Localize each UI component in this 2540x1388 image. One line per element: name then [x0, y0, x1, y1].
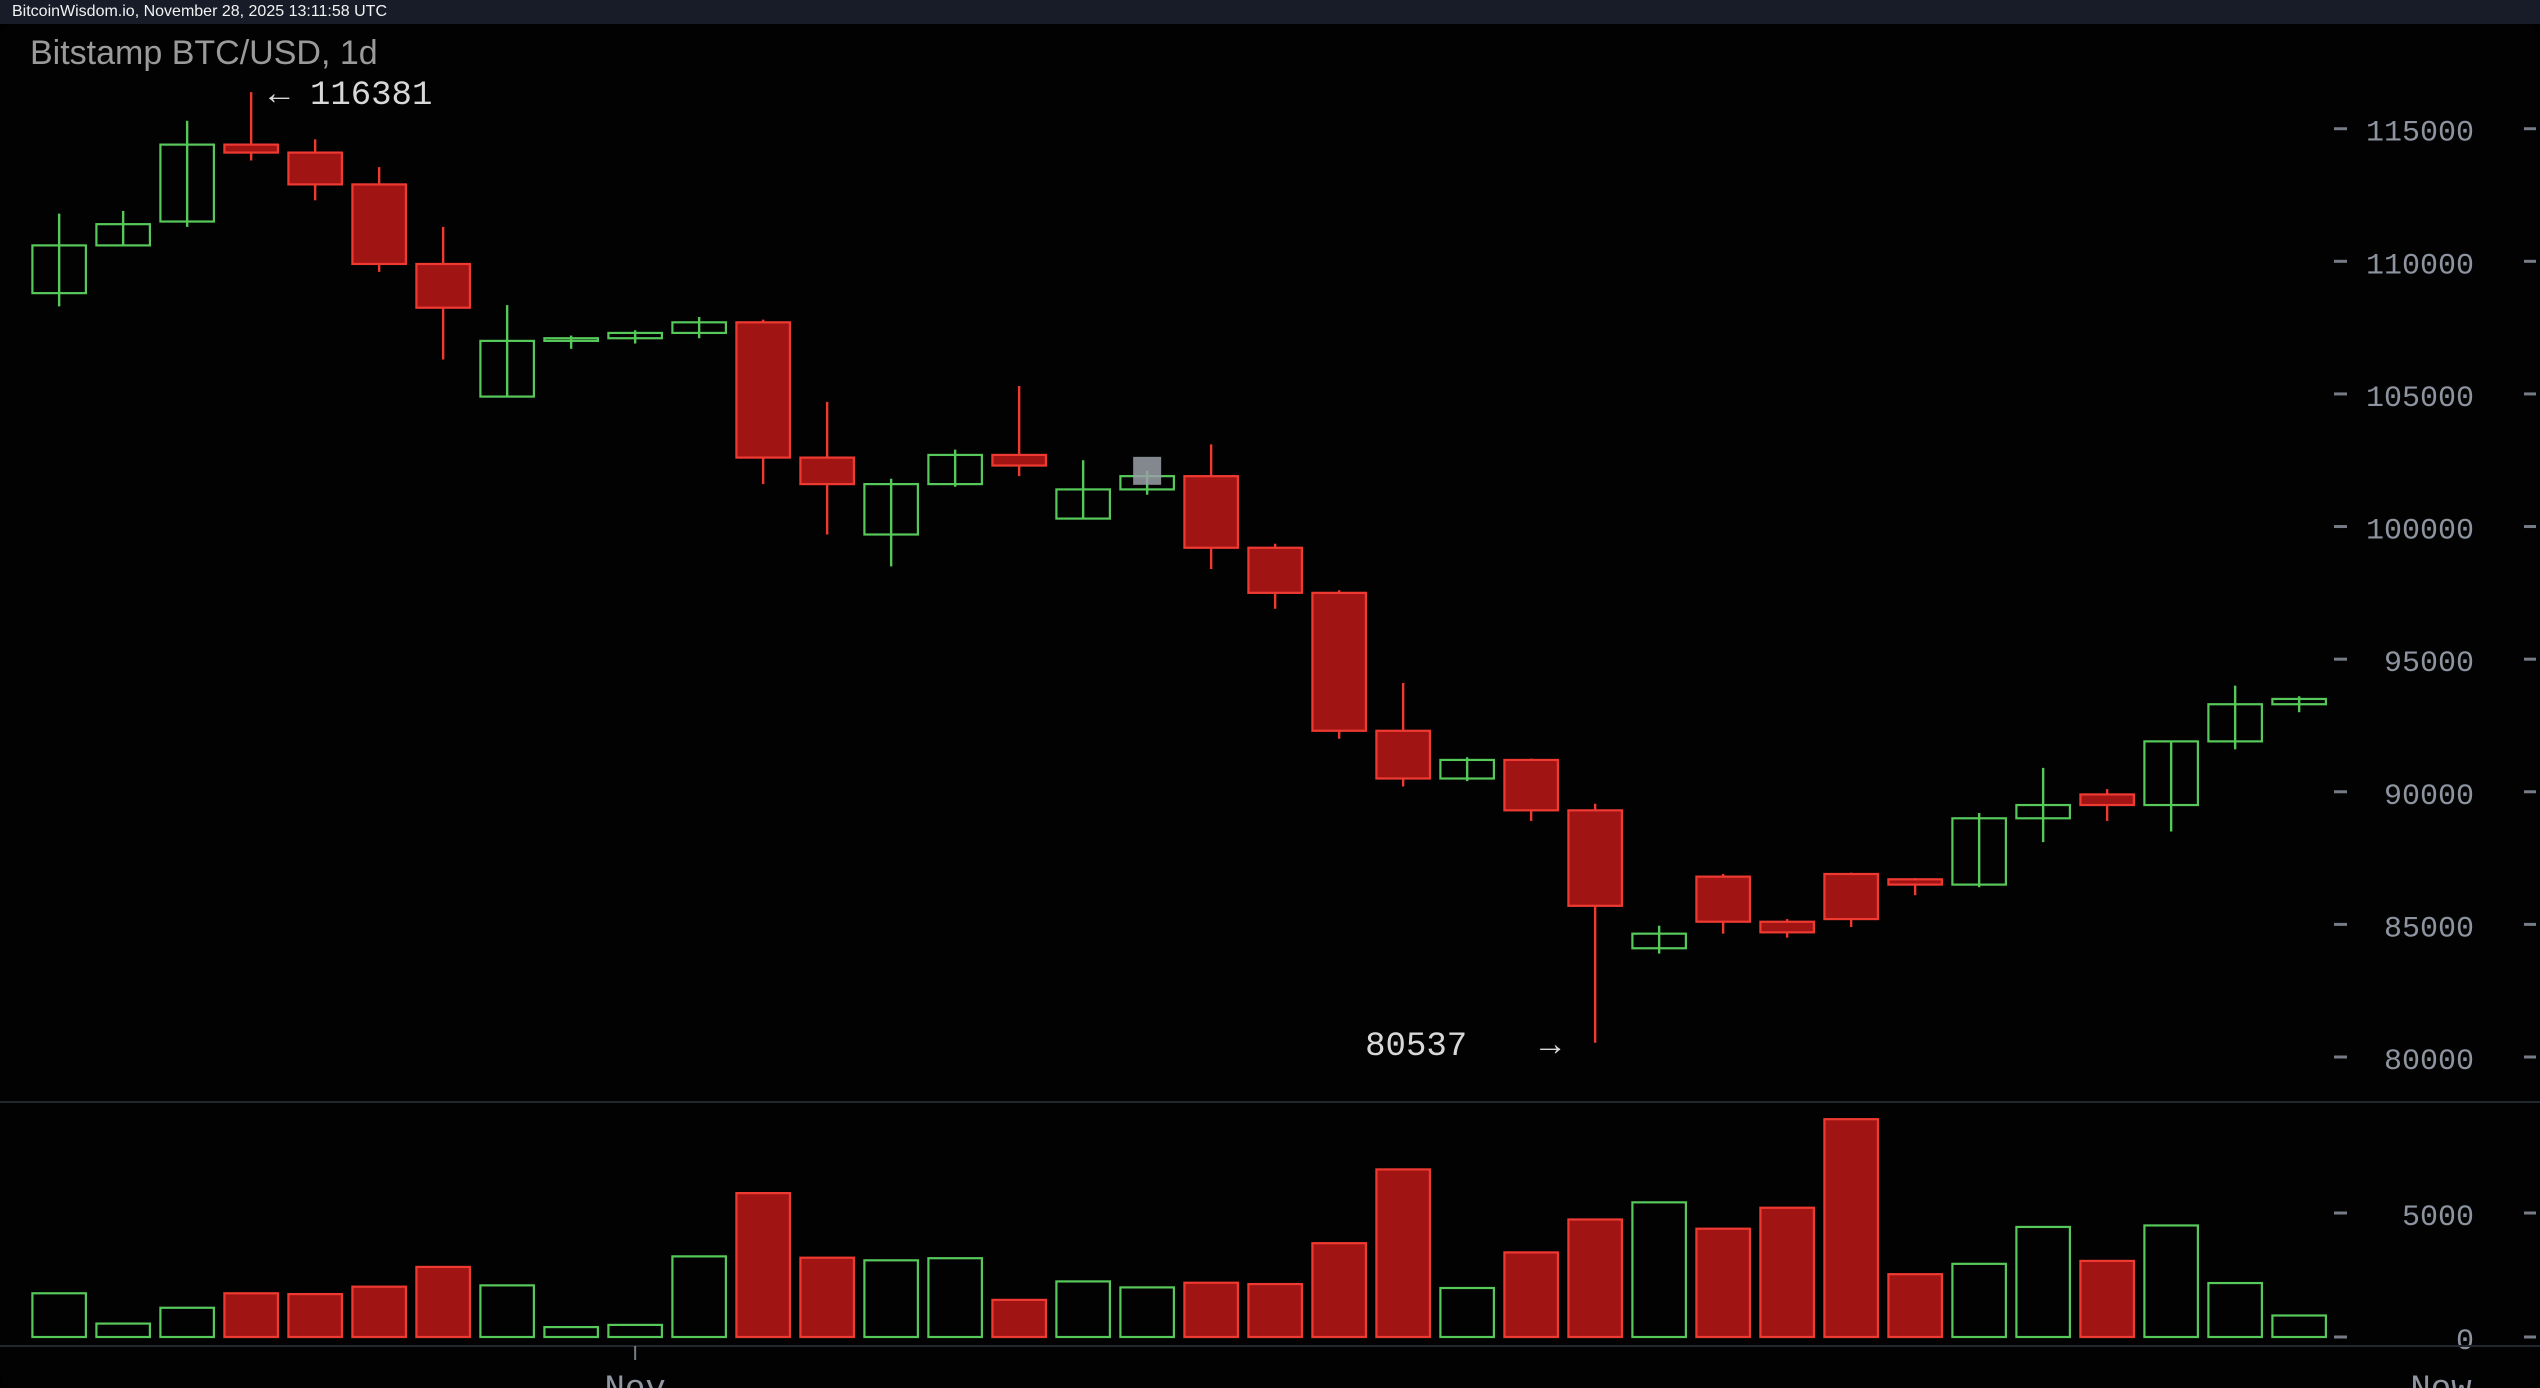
- svg-text:115000: 115000: [2366, 117, 2474, 151]
- svg-text:0: 0: [2456, 1325, 2474, 1359]
- svg-text:110000: 110000: [2366, 249, 2474, 283]
- svg-text:90000: 90000: [2384, 780, 2474, 814]
- svg-text:80000: 80000: [2384, 1045, 2474, 1079]
- svg-text:Now: Now: [2410, 1371, 2472, 1388]
- svg-text:85000: 85000: [2384, 912, 2474, 946]
- svg-text:→: →: [1540, 1028, 1561, 1066]
- svg-text:5000: 5000: [2402, 1201, 2474, 1235]
- svg-text:105000: 105000: [2366, 382, 2474, 416]
- svg-text:← 116381: ← 116381: [269, 77, 432, 115]
- svg-text:80537: 80537: [1365, 1028, 1467, 1066]
- svg-text:100000: 100000: [2366, 515, 2474, 549]
- svg-text:Nov: Nov: [605, 1371, 666, 1388]
- svg-text:95000: 95000: [2384, 647, 2474, 681]
